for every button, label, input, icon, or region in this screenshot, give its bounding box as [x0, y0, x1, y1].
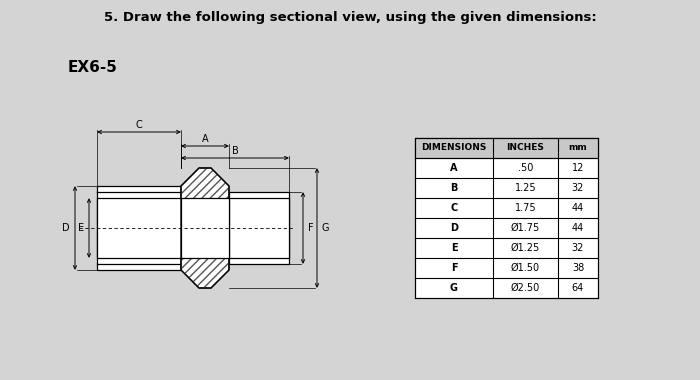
Text: Ø2.50: Ø2.50 [511, 283, 540, 293]
Text: EX6-5: EX6-5 [68, 60, 118, 76]
Text: 44: 44 [572, 223, 584, 233]
Bar [97, 198, 181, 258]
Text: D: D [450, 223, 458, 233]
Text: G: G [450, 283, 458, 293]
Bar [415, 138, 598, 158]
Text: 32: 32 [572, 243, 584, 253]
Text: 12: 12 [572, 163, 584, 173]
Text: mm: mm [568, 144, 587, 152]
Text: B: B [232, 146, 239, 156]
Text: Ø1.50: Ø1.50 [511, 263, 540, 273]
Text: C: C [136, 120, 142, 130]
Text: 64: 64 [572, 283, 584, 293]
Text: A: A [202, 134, 209, 144]
Text: 1.75: 1.75 [514, 203, 536, 213]
Text: G: G [321, 223, 329, 233]
Text: 44: 44 [572, 203, 584, 213]
Text: E: E [451, 243, 457, 253]
Polygon shape [181, 168, 229, 288]
Bar [97, 186, 181, 270]
Bar [229, 192, 289, 264]
Text: DIMENSIONS: DIMENSIONS [421, 144, 486, 152]
Text: F: F [451, 263, 457, 273]
Text: D: D [62, 223, 70, 233]
Text: 38: 38 [572, 263, 584, 273]
Text: 5. Draw the following sectional view, using the given dimensions:: 5. Draw the following sectional view, us… [104, 11, 596, 24]
Text: F: F [308, 223, 314, 233]
Text: Ø1.25: Ø1.25 [511, 243, 540, 253]
Text: Ø1.75: Ø1.75 [511, 223, 540, 233]
Text: INCHES: INCHES [507, 144, 545, 152]
Text: 32: 32 [572, 183, 584, 193]
Bar [229, 198, 289, 258]
Bar [415, 138, 598, 298]
Bar [181, 198, 229, 258]
Text: A: A [450, 163, 458, 173]
Text: 1.25: 1.25 [514, 183, 536, 193]
Text: E: E [78, 223, 84, 233]
Text: .50: .50 [518, 163, 533, 173]
Text: B: B [450, 183, 458, 193]
Text: C: C [450, 203, 458, 213]
